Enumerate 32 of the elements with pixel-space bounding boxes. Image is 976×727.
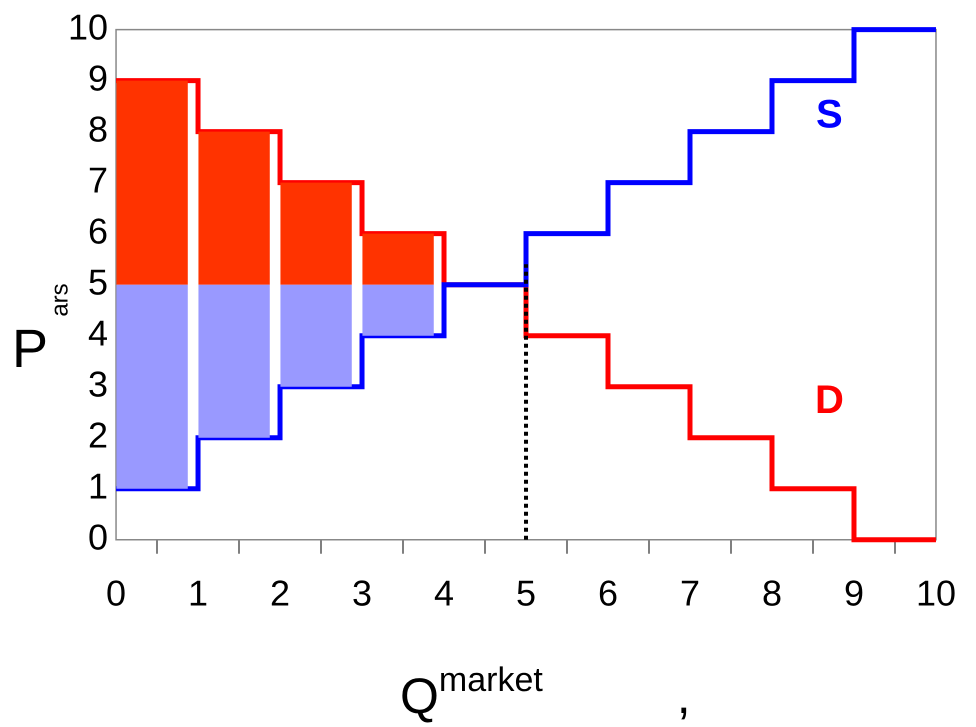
x-tick-label: 7 (680, 572, 700, 614)
x-tick-label: 9 (844, 572, 864, 614)
x-tick-label: 4 (434, 572, 454, 614)
series-label: D (814, 378, 844, 422)
y-tick-label: 2 (88, 414, 108, 456)
y-tick-label: 7 (88, 160, 108, 201)
x-tick-label: 5 (516, 572, 536, 614)
x-tick-label: 6 (598, 572, 618, 614)
y-tick-label: 9 (88, 58, 108, 99)
bar (362, 284, 434, 336)
bar (198, 284, 270, 438)
bar (362, 234, 434, 285)
y-tick-label: 0 (88, 516, 108, 558)
x-tick-label: 10 (916, 572, 956, 614)
bar (116, 284, 188, 489)
y-tick-label: 4 (88, 312, 108, 354)
x-tick-label: 8 (762, 572, 782, 614)
y-tick-label: 10 (68, 6, 108, 48)
series-label: S (816, 92, 843, 136)
y-tick-label: 5 (88, 262, 108, 303)
bar (280, 182, 352, 285)
x-tick-label: 1 (188, 572, 208, 614)
y-tick-label: 8 (88, 108, 108, 150)
text: Q$^{market}$ , (400, 661, 691, 724)
x-tick-label: 3 (352, 572, 372, 614)
bar (116, 80, 188, 285)
bar (198, 132, 270, 285)
y-tick-label: 3 (88, 364, 108, 405)
y-tick-label: 6 (88, 210, 108, 252)
y-tick-label: 1 (88, 466, 108, 507)
x-tick-label: 2 (270, 572, 290, 614)
bar (280, 284, 352, 387)
